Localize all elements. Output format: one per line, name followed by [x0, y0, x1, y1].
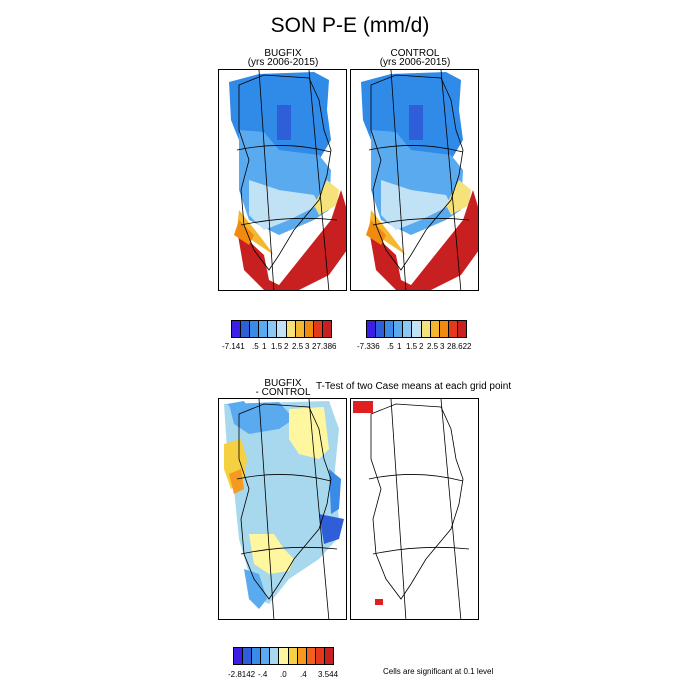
control-map — [350, 69, 479, 291]
colorbar-label: 3.544 — [318, 670, 339, 679]
diff-panel-title: BUGFIX - CONTROL — [218, 378, 348, 398]
colorbar-swatch — [243, 648, 253, 664]
colorbar-swatch — [234, 648, 244, 664]
greenland-field — [229, 72, 346, 290]
colorbar-swatch — [403, 321, 413, 337]
colorbar-swatch — [448, 321, 458, 337]
colorbar-swatch — [288, 648, 298, 664]
significant-cell — [375, 599, 383, 605]
bugfix-title-line1: BUGFIX — [264, 48, 302, 59]
diff-colorbar-labels: -2.8142 -.4 .0 .4 3.544 — [228, 670, 348, 680]
colorbar-swatch — [421, 321, 431, 337]
control-title-line2: (yrs 2006-2015) — [379, 57, 451, 68]
colorbar-label: .4 — [300, 670, 307, 679]
colorbar-swatch — [324, 648, 334, 664]
colorbar-label: .5 — [387, 342, 394, 351]
colorbar-label: 3 — [440, 342, 445, 351]
colorbar-label: 2.5 — [292, 342, 304, 351]
colorbar-swatch — [286, 321, 296, 337]
greenland-field — [361, 72, 478, 290]
colorbar-label: 27.386 — [312, 342, 337, 351]
difference-field — [224, 401, 344, 609]
colorbar-label: 1 — [397, 342, 402, 351]
colorbar-label: -7.141 — [222, 342, 245, 351]
colorbar-swatch — [259, 321, 269, 337]
ttest-map — [350, 398, 479, 620]
colorbar-label: 1.5 — [406, 342, 418, 351]
colorbar-swatch — [306, 648, 316, 664]
diff-colorbar — [233, 647, 334, 665]
bugfix-map-svg — [229, 70, 346, 290]
bugfix-colorbar — [231, 320, 332, 338]
colorbar-swatch — [322, 321, 332, 337]
colorbar-swatch — [232, 321, 242, 337]
colorbar-label: 2 — [419, 342, 424, 351]
bugfix-colorbar-labels: -7.141 .5 1 1.5 2 2.5 3 27.386 — [222, 342, 342, 352]
colorbar-swatch — [252, 648, 262, 664]
colorbar-swatch — [376, 321, 386, 337]
colorbar-swatch — [439, 321, 449, 337]
colorbar-label: 2 — [284, 342, 289, 351]
control-colorbar-labels: -7.336 .5 1 1.5 2 2.5 3 28.622 — [357, 342, 477, 352]
colorbar-swatch — [412, 321, 422, 337]
map-lines — [236, 399, 338, 619]
colorbar-swatch — [279, 648, 289, 664]
significance-note: Cells are significant at 0.1 level — [383, 667, 494, 676]
colorbar-swatch — [277, 321, 287, 337]
colorbar-swatch — [270, 648, 280, 664]
colorbar-swatch — [297, 648, 307, 664]
colorbar-swatch — [430, 321, 440, 337]
ttest-title: T-Test of two Case means at each grid po… — [316, 381, 512, 392]
colorbar-label: 1 — [262, 342, 267, 351]
colorbar-swatch — [261, 648, 271, 664]
colorbar-label: -7.336 — [357, 342, 380, 351]
figure-title: SON P-E (mm/d) — [270, 14, 430, 37]
colorbar-swatch — [250, 321, 260, 337]
colorbar-swatch — [394, 321, 404, 337]
map-lines — [368, 70, 470, 290]
colorbar-swatch — [241, 321, 251, 337]
diff-map — [218, 398, 347, 620]
colorbar-label: 2.5 — [427, 342, 439, 351]
ttest-map-svg — [353, 399, 470, 619]
colorbar-swatch — [457, 321, 467, 337]
diff-title-line1: BUGFIX — [264, 378, 302, 389]
bugfix-panel-title: BUGFIX (yrs 2006-2015) — [218, 48, 348, 68]
bugfix-title-line2: (yrs 2006-2015) — [247, 57, 319, 68]
control-title-line1: CONTROL — [390, 48, 440, 59]
colorbar-label: 28.622 — [447, 342, 472, 351]
map-lines — [368, 399, 470, 619]
bugfix-map — [218, 69, 347, 291]
colorbar-swatch — [295, 321, 305, 337]
colorbar-swatch — [385, 321, 395, 337]
colorbar-label: 1.5 — [271, 342, 283, 351]
colorbar-label: 3 — [305, 342, 310, 351]
colorbar-swatch — [268, 321, 278, 337]
map-lines — [236, 70, 338, 290]
control-panel-title: CONTROL (yrs 2006-2015) — [350, 48, 480, 68]
colorbar-swatch — [315, 648, 325, 664]
colorbar-label: -2.8142 — [228, 670, 256, 679]
colorbar-swatch — [304, 321, 314, 337]
control-map-svg — [361, 70, 478, 290]
colorbar-swatch — [313, 321, 323, 337]
diff-title-line2: - CONTROL — [255, 387, 311, 398]
colorbar-swatch — [367, 321, 377, 337]
diff-map-svg — [224, 399, 344, 619]
significant-cell — [353, 401, 373, 413]
control-colorbar — [366, 320, 467, 338]
colorbar-label: -.4 — [258, 670, 268, 679]
colorbar-label: .0 — [280, 670, 287, 679]
colorbar-label: .5 — [252, 342, 259, 351]
